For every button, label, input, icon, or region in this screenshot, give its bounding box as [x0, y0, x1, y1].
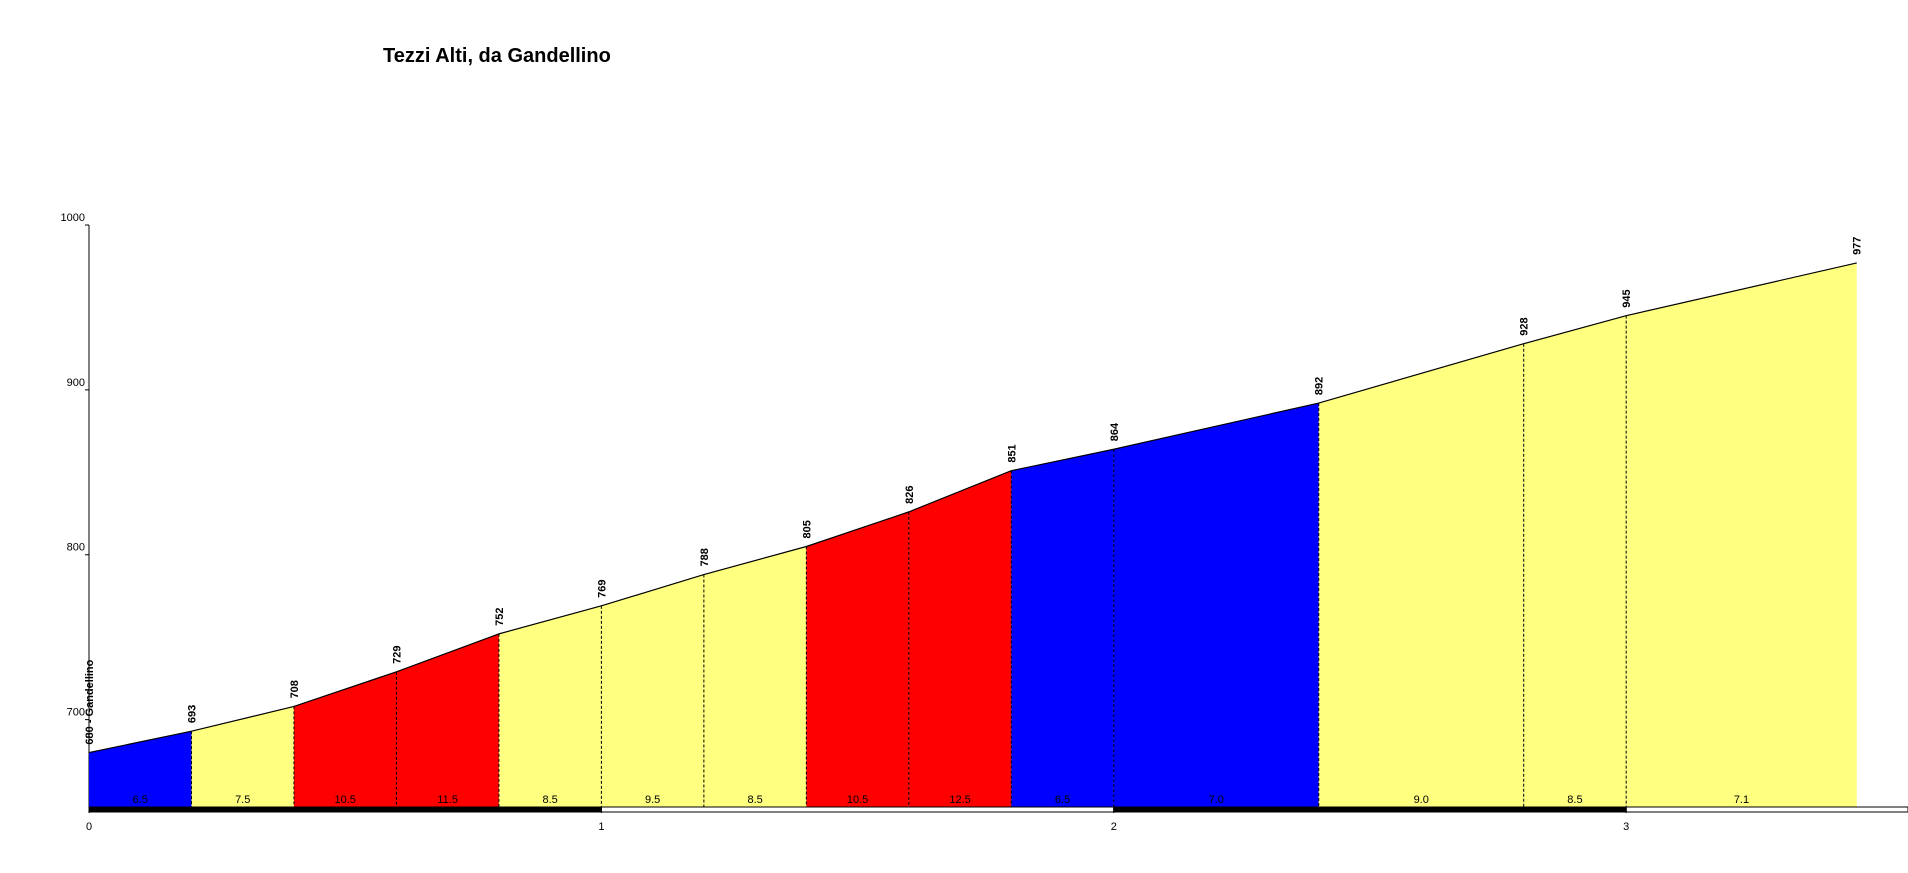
elevation-label: 928	[1519, 317, 1531, 335]
y-tick-label: 1000	[61, 212, 85, 224]
elevation-label: 752	[494, 608, 506, 626]
elevation-label: 851	[1006, 444, 1018, 462]
elevation-label: 769	[596, 579, 608, 597]
elevation-label: 729	[391, 645, 403, 663]
y-tick-label: 800	[67, 542, 85, 554]
gradient-label: 9.5	[645, 794, 660, 806]
km-strip	[600, 806, 1115, 813]
segment-area	[191, 706, 294, 807]
segment-area	[293, 671, 397, 807]
gradient-label: 7.1	[1734, 794, 1749, 806]
km-strip	[1625, 806, 1908, 813]
segment-area	[396, 633, 499, 807]
segment-area	[601, 574, 704, 807]
gradient-label: 6.5	[1055, 794, 1070, 806]
segment-area	[1113, 403, 1319, 807]
km-strip	[88, 806, 602, 813]
chart-title: Tezzi Alti, da Gandellino	[383, 45, 611, 67]
gradient-label: 10.5	[334, 794, 355, 806]
elevation-label: 708	[289, 680, 301, 698]
gradient-label: 8.5	[543, 794, 558, 806]
segment-area	[703, 546, 807, 807]
segment-area	[908, 470, 1012, 807]
segment-area	[1523, 315, 1627, 807]
elevation-label: 788	[699, 548, 711, 566]
x-tick-label: 1	[598, 821, 604, 833]
segment-area	[498, 605, 602, 807]
gradient-label: 10.5	[847, 794, 868, 806]
y-tick-label: 700	[67, 707, 85, 719]
gradient-label: 11.5	[437, 794, 458, 806]
profile-line	[88, 262, 1857, 754]
segment-area	[1318, 343, 1524, 807]
segment-area	[1011, 449, 1114, 807]
elevation-label: 892	[1314, 377, 1326, 395]
x-tick-label: 2	[1111, 821, 1117, 833]
elevation-label: 805	[801, 520, 813, 538]
gradient-label: 8.5	[747, 794, 762, 806]
elevation-label: 680 - Gandellino	[84, 659, 96, 744]
segment-area	[89, 731, 192, 807]
gradient-label: 12.5	[949, 794, 970, 806]
gradient-label: 8.5	[1567, 794, 1582, 806]
segment-area	[806, 511, 909, 807]
gradient-label: 6.5	[133, 794, 148, 806]
elevation-label: 826	[904, 486, 916, 504]
gradient-label: 9.0	[1414, 794, 1429, 806]
y-tick-label: 900	[67, 377, 85, 389]
elevation-label: 977	[1852, 237, 1864, 255]
elevation-label: 864	[1109, 422, 1121, 441]
km-strip	[1113, 806, 1627, 813]
gradient-label: 7.0	[1209, 794, 1224, 806]
gradient-label: 7.5	[235, 794, 250, 806]
elevation-label: 693	[186, 705, 198, 723]
x-tick-label: 3	[1623, 821, 1629, 833]
x-tick-label: 0	[86, 821, 92, 833]
segment-area	[1626, 262, 1857, 808]
elevation-label: 945	[1621, 289, 1633, 307]
